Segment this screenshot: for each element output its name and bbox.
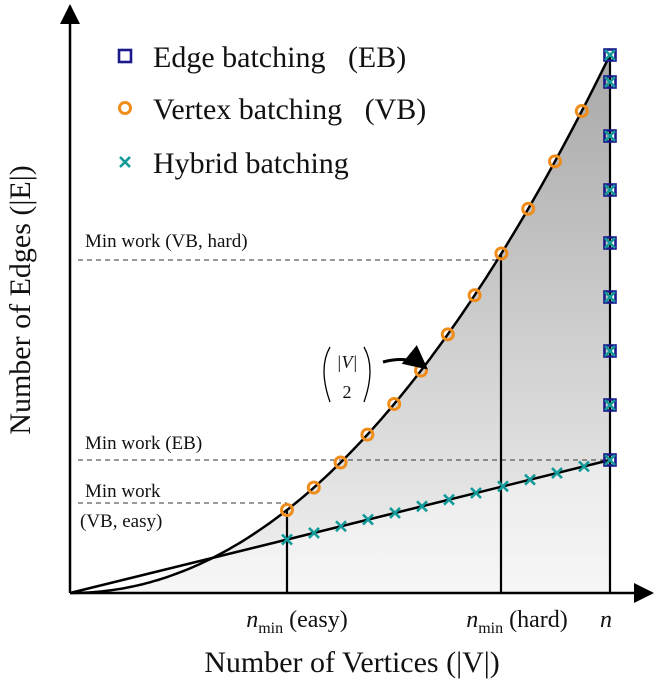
vb-marker (521, 201, 536, 216)
hybrid-marker (335, 520, 347, 533)
vb-marker (306, 480, 321, 495)
vb-marker (574, 104, 589, 119)
vb-marker (333, 455, 348, 470)
x-tick-label: nmin (hard) (466, 607, 568, 637)
annotation: Min work (VB, hard) (85, 231, 248, 252)
hybrid-marker (308, 526, 320, 539)
hybrid-marker (604, 49, 616, 61)
eb-marker (603, 48, 617, 62)
vb-marker (467, 288, 482, 303)
annotation: 2 (343, 382, 352, 402)
hybrid-marker (604, 291, 616, 303)
eb-marker (603, 236, 617, 250)
hybrid-marker (416, 500, 428, 513)
annotation: |V| (337, 352, 358, 372)
hybrid-marker (497, 480, 509, 493)
eb-marker (603, 398, 617, 412)
hybrid-marker (604, 237, 616, 249)
vb-marker (548, 154, 562, 169)
vb-marker (387, 396, 402, 411)
eb-marker (603, 75, 617, 89)
legend-marker (118, 101, 132, 115)
tick-n: n (466, 607, 478, 633)
eb-marker (603, 453, 617, 467)
legend-label: Hybrid batching (153, 147, 349, 180)
x-tick-label: n (600, 607, 612, 633)
tick-sub: min (478, 620, 503, 637)
legend-marker (117, 48, 133, 64)
annotation: Min work (85, 481, 161, 502)
tick-sub: min (258, 620, 283, 637)
hybrid-marker (578, 460, 590, 473)
hybrid-marker (362, 513, 374, 526)
hybrid-marker (470, 487, 482, 499)
x-axis-label: Number of Vertices (|V|) (204, 646, 500, 679)
y-axis-label: Number of Edges (|E|) (4, 165, 37, 434)
area (70, 55, 610, 593)
hybrid-marker (281, 533, 293, 546)
plot (60, 4, 654, 603)
hybrid-marker (443, 493, 455, 506)
vb-marker (440, 327, 455, 342)
hybrid-marker (604, 184, 616, 196)
x-tick-label: nmin (easy) (246, 607, 348, 637)
hybrid-marker (524, 473, 536, 486)
vb-marker (494, 246, 509, 261)
hybrid-marker (604, 345, 616, 357)
eb-marker (603, 290, 617, 304)
legend: Edge batching (EB) Vertex batching (VB) Hy… (117, 41, 426, 180)
legend-label: Vertex batching (VB) (153, 93, 426, 126)
hybrid-marker (604, 76, 616, 88)
legend-label: Edge batching (EB) (153, 41, 406, 74)
hybrid-marker (604, 399, 616, 411)
annotation: (VB, easy) (80, 511, 162, 532)
eb-marker (603, 129, 617, 143)
hybrid-marker (604, 130, 616, 142)
hybrid-marker (604, 454, 616, 466)
tick-rest: (easy) (289, 607, 348, 633)
binomial: |V| 2 (323, 345, 428, 403)
curve (70, 54, 612, 595)
hybrid-marker (551, 467, 563, 479)
hybrid-marker (389, 507, 401, 519)
hybrid-marker (119, 156, 131, 168)
tick-rest: (hard) (509, 607, 568, 633)
eb-marker (603, 344, 617, 358)
tick-n: n (246, 607, 258, 633)
annotation: Min work (EB) (85, 433, 202, 454)
eb-marker (603, 183, 617, 197)
vb-marker (280, 502, 294, 517)
x-ticks: nmin (easy) nmin (hard) n (246, 607, 612, 637)
vb-marker (360, 427, 375, 442)
tick-n: n (600, 607, 612, 633)
